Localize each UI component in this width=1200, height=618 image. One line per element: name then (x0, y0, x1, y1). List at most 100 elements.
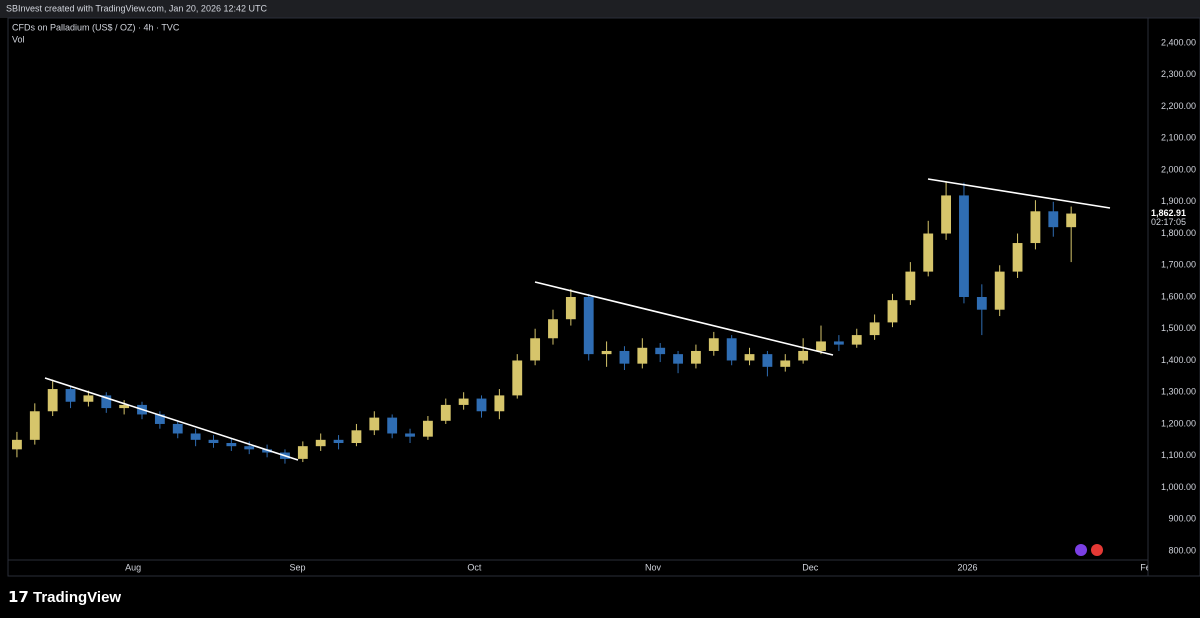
y-tick-label: 2,000.00 (1161, 164, 1196, 174)
brand-logo: TradingView (33, 589, 121, 606)
candle-body (530, 338, 541, 361)
y-tick-label: 900.00 (1168, 514, 1196, 524)
candle-body (1030, 211, 1041, 244)
y-tick-label: 2,400.00 (1161, 37, 1196, 47)
candle-body (297, 446, 308, 459)
candle-body (12, 439, 22, 450)
candle-body (869, 322, 880, 336)
candle-body (619, 350, 630, 364)
last-price-label: 1,862.91 (1151, 208, 1186, 218)
candle-body (333, 439, 344, 444)
candle-body (476, 398, 487, 412)
trend-line (534, 281, 834, 356)
candle-body (816, 341, 826, 351)
y-tick-label: 1,000.00 (1161, 482, 1196, 492)
candle-body (83, 395, 94, 402)
brand-logo-mark: 𝟭𝟳 (8, 589, 29, 606)
x-tick-label: Feb (1140, 562, 1156, 572)
y-tick-label: 1,300.00 (1161, 387, 1196, 397)
y-tick-label: 1,400.00 (1161, 355, 1196, 365)
chart-subtitle: Vol (12, 34, 25, 44)
candle-body (208, 439, 219, 444)
candle-body (851, 335, 862, 345)
candle-body (1048, 211, 1059, 228)
candle-body (673, 354, 683, 364)
candle-body (833, 341, 844, 345)
candle-body (369, 417, 380, 431)
candle-body (959, 195, 969, 297)
candle-body (708, 338, 719, 351)
candle-body (262, 449, 273, 453)
y-tick-label: 1,600.00 (1161, 291, 1196, 301)
candle-body (422, 420, 433, 437)
candle-body (691, 350, 701, 364)
x-tick-label: Oct (467, 562, 482, 572)
y-tick-label: 1,700.00 (1161, 260, 1196, 270)
candle-body (887, 300, 898, 323)
x-tick-label: Aug (125, 562, 141, 572)
candle-body (1012, 243, 1023, 272)
y-tick-label: 2,300.00 (1161, 69, 1196, 79)
candle-body (494, 395, 505, 412)
candle-body (101, 395, 112, 409)
x-tick-label: Sep (289, 562, 305, 572)
header-text: SBInvest created with TradingView.com, J… (6, 3, 267, 13)
candle-body (351, 430, 362, 444)
chart-area (7, 17, 1200, 577)
y-tick-label: 1,100.00 (1161, 450, 1196, 460)
candle-body (637, 347, 648, 364)
trend-line (927, 178, 1111, 209)
candle-body (941, 195, 952, 234)
trend-lines (44, 178, 1111, 461)
y-tick-label: 800.00 (1168, 545, 1196, 555)
trend-line (44, 377, 299, 461)
y-tick-label: 1,200.00 (1161, 418, 1196, 428)
candle-body (583, 297, 594, 355)
candle-body (1066, 213, 1077, 228)
candle-body (655, 347, 666, 355)
candle-body (119, 404, 130, 409)
candle-body (798, 350, 809, 361)
candle-body (923, 233, 934, 272)
candle-body (440, 404, 451, 421)
candle-body (190, 433, 201, 440)
candle-body (601, 350, 612, 355)
candle-body (405, 433, 415, 437)
candle-body (226, 443, 237, 447)
candle-body (905, 271, 916, 301)
candle-body (315, 439, 326, 447)
x-tick-label: Nov (645, 562, 662, 572)
candle-body (762, 354, 773, 367)
candle-body (994, 271, 1005, 310)
candle-body (387, 417, 398, 434)
time-axis: Aug Sep Oct Nov Dec 2026 Feb (125, 562, 1156, 572)
candle-body (512, 360, 523, 396)
event-icon[interactable] (1075, 544, 1087, 556)
y-tick-label: 2,200.00 (1161, 101, 1196, 111)
candle-body (244, 446, 255, 450)
candle-body (744, 354, 755, 361)
y-tick-label: 1,500.00 (1161, 323, 1196, 333)
candle-body (29, 411, 40, 440)
x-tick-label: Dec (802, 562, 819, 572)
candle-body (458, 398, 469, 405)
candles (12, 181, 1077, 464)
footer (0, 577, 1200, 618)
x-tick-label: 2026 (958, 562, 978, 572)
candle-body (548, 319, 558, 339)
header-bar (0, 0, 1200, 18)
bar-countdown: 02:17:05 (1151, 217, 1186, 227)
candle-body (65, 389, 76, 402)
candle-body (780, 360, 791, 367)
candle-body (154, 414, 165, 424)
candle-body (976, 297, 987, 310)
candle-body (47, 389, 58, 412)
candle-body (726, 338, 737, 361)
candle-body (172, 423, 183, 434)
event-icon[interactable] (1091, 544, 1103, 556)
chart-title: CFDs on Palladium (US$ / OZ) · 4h · TVC (12, 22, 180, 32)
y-tick-label: 1,800.00 (1161, 228, 1196, 238)
y-tick-label: 1,900.00 (1161, 196, 1196, 206)
y-tick-label: 2,100.00 (1161, 133, 1196, 143)
